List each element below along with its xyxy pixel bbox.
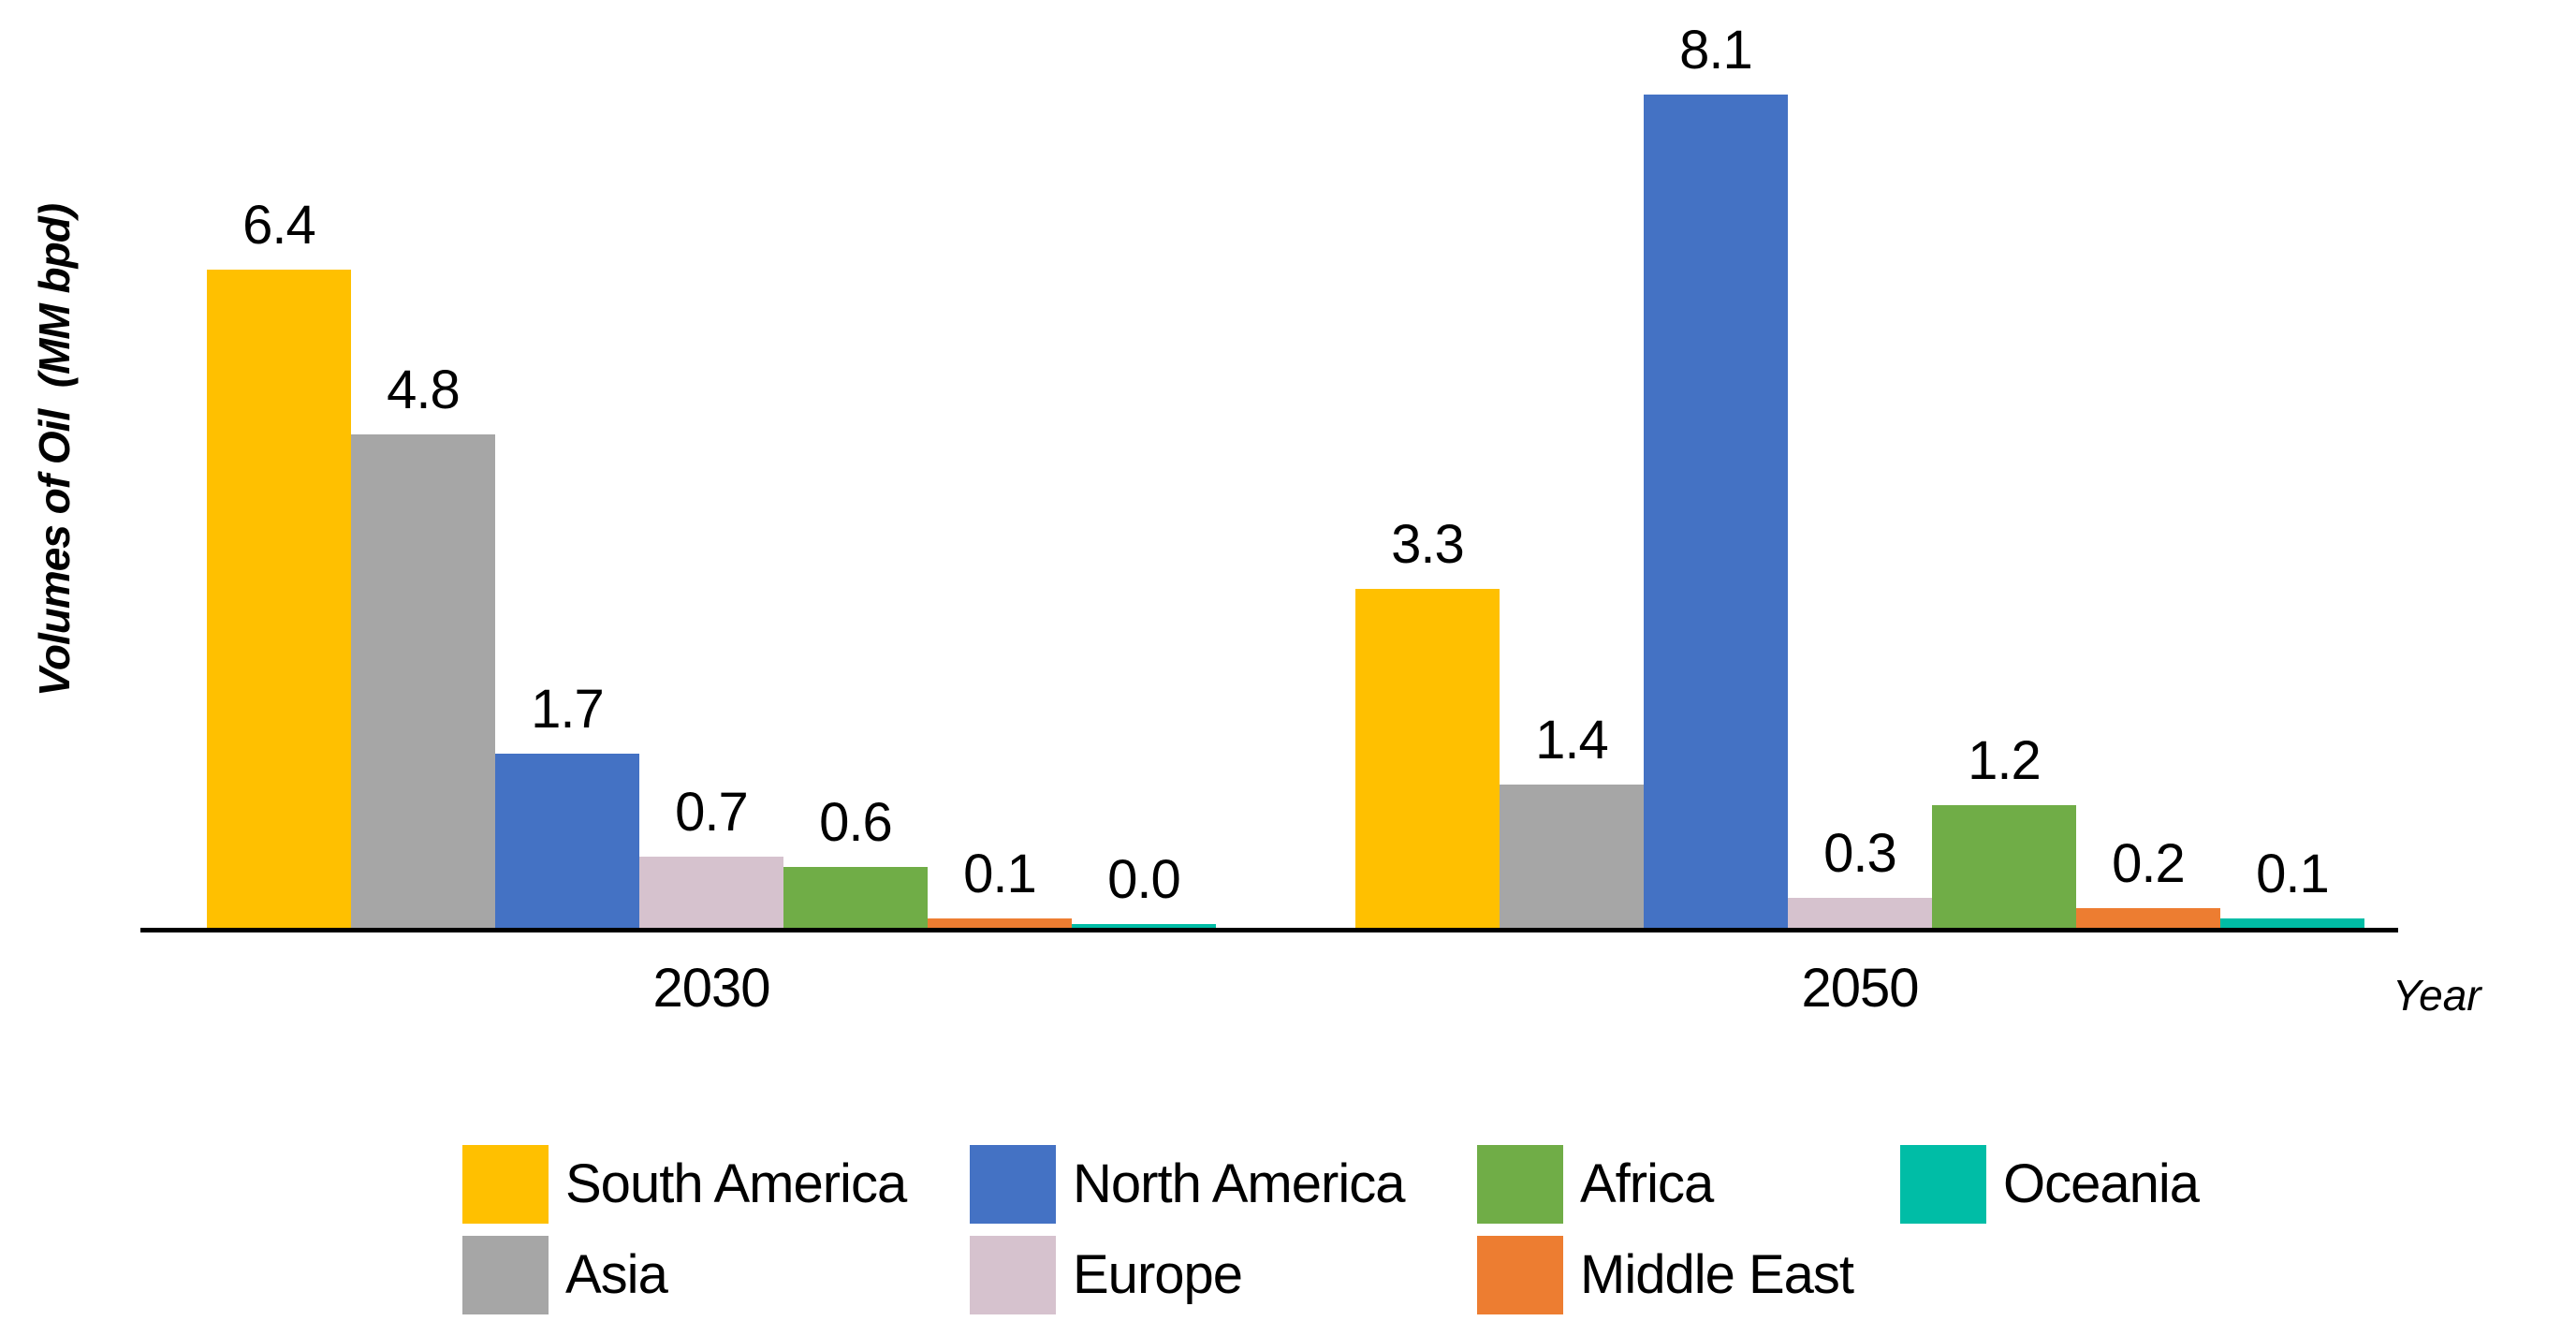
category-label-2050: 2050 <box>1801 958 1919 1019</box>
category-label-2030: 2030 <box>652 958 770 1019</box>
legend-label-asia: Asia <box>565 1244 668 1305</box>
x-axis-line <box>140 928 2398 932</box>
x-axis-title: Year <box>2393 971 2481 1020</box>
value-label-south-america-2030: 6.4 <box>242 195 316 256</box>
legend-label-south-america: South America <box>565 1153 907 1214</box>
bar-middle-east-2030 <box>928 918 1072 929</box>
bar-europe-2050 <box>1788 898 1932 929</box>
value-label-europe-2050: 0.3 <box>1823 823 1897 884</box>
bar-europe-2030 <box>639 857 783 929</box>
bar-south-america-2030 <box>207 270 351 929</box>
bar-north-america-2050 <box>1644 95 1788 929</box>
value-label-oceania-2030: 0.0 <box>1107 849 1181 910</box>
value-label-africa-2050: 1.2 <box>1968 730 2042 791</box>
value-label-asia-2050: 1.4 <box>1535 710 1609 771</box>
value-label-europe-2030: 0.7 <box>675 782 749 843</box>
legend-label-middle-east: Middle East <box>1580 1244 1854 1305</box>
legend-swatch-north-america <box>970 1145 1056 1224</box>
bar-africa-2050 <box>1932 805 2076 929</box>
legend-swatch-oceania <box>1900 1145 1986 1224</box>
bar-asia-2030 <box>351 434 495 929</box>
value-label-north-america-2030: 1.7 <box>531 679 605 740</box>
value-label-north-america-2050: 8.1 <box>1679 20 1753 81</box>
legend-swatch-asia <box>462 1236 549 1314</box>
bar-asia-2050 <box>1500 785 1644 929</box>
bar-africa-2030 <box>783 867 928 929</box>
value-label-africa-2030: 0.6 <box>819 792 893 853</box>
legend-swatch-south-america <box>462 1145 549 1224</box>
value-label-middle-east-2050: 0.2 <box>2112 833 2186 894</box>
legend-swatch-middle-east <box>1477 1236 1563 1314</box>
legend-swatch-europe <box>970 1236 1056 1314</box>
bar-oceania-2050 <box>2220 918 2364 929</box>
y-axis-title: Volumes of Oil (MM bpd) <box>30 203 79 697</box>
bar-north-america-2030 <box>495 754 639 929</box>
legend-label-oceania: Oceania <box>2003 1153 2200 1214</box>
bar-oceania-2030 <box>1072 924 1216 929</box>
value-label-oceania-2050: 0.1 <box>2256 844 2330 904</box>
bar-south-america-2050 <box>1355 589 1500 929</box>
bar-middle-east-2050 <box>2076 908 2220 929</box>
legend-label-north-america: North America <box>1073 1153 1405 1214</box>
legend-swatch-africa <box>1477 1145 1563 1224</box>
legend-label-europe: Europe <box>1073 1244 1243 1305</box>
value-label-south-america-2050: 3.3 <box>1391 514 1465 575</box>
value-label-asia-2030: 4.8 <box>387 360 461 420</box>
legend-label-africa: Africa <box>1580 1153 1714 1214</box>
value-label-middle-east-2030: 0.1 <box>963 844 1037 904</box>
